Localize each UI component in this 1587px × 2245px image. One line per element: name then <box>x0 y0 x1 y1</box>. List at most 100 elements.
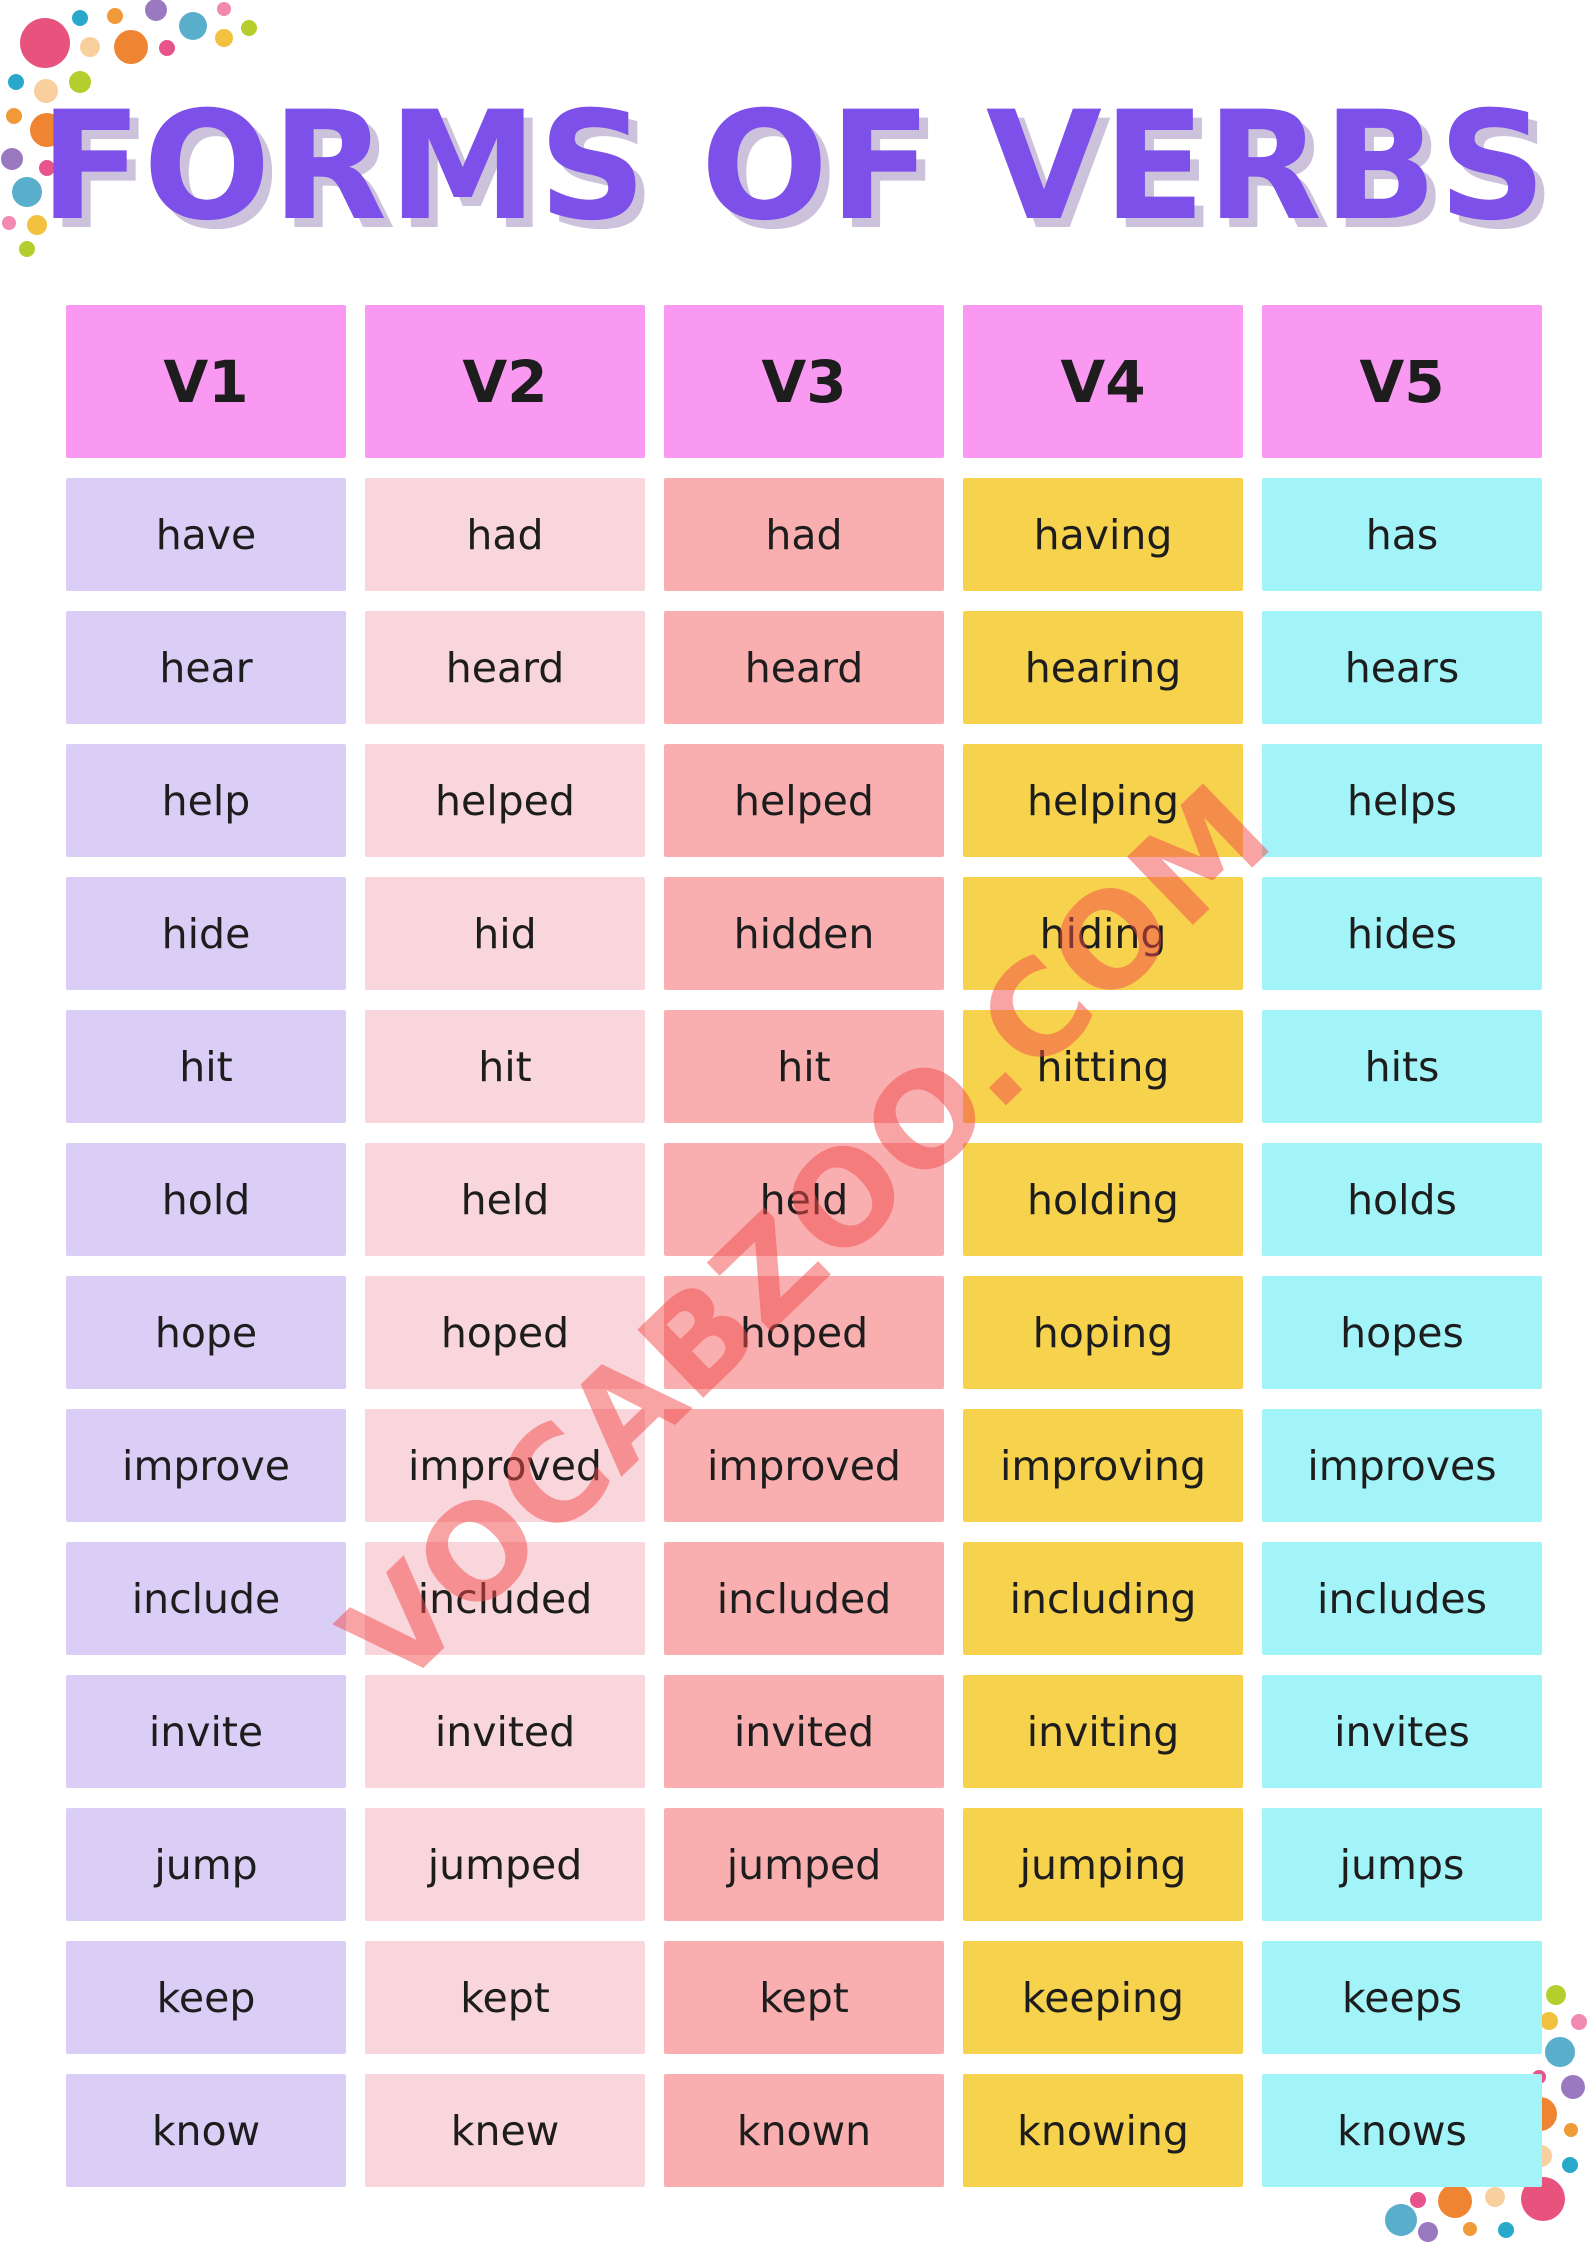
decorative-dot <box>1463 2222 1477 2236</box>
verb-cell-v5-row8: improves <box>1262 1409 1542 1522</box>
decorative-dot <box>217 2 231 16</box>
verb-cell-v4-row10: inviting <box>963 1675 1243 1788</box>
verb-cell-v5-row11: jumps <box>1262 1808 1542 1921</box>
verb-cell-v3-row2: heard <box>664 611 944 724</box>
verb-cell-v2-row11: jumped <box>365 1808 645 1921</box>
verb-cell-v2-row2: heard <box>365 611 645 724</box>
header-cell-v4: V4 <box>963 305 1243 458</box>
verb-cell-v4-row7: hoping <box>963 1276 1243 1389</box>
verb-cell-v3-row1: had <box>664 478 944 591</box>
header-cell-v2: V2 <box>365 305 645 458</box>
decorative-dot <box>1571 2014 1587 2030</box>
verb-cell-v1-row2: hear <box>66 611 346 724</box>
verb-cell-v2-row7: hoped <box>365 1276 645 1389</box>
verb-cell-v5-row3: helps <box>1262 744 1542 857</box>
verb-cell-v3-row3: helped <box>664 744 944 857</box>
decorative-dot <box>6 108 22 124</box>
verb-cell-v1-row4: hide <box>66 877 346 990</box>
verb-cell-v4-row8: improving <box>963 1409 1243 1522</box>
verb-cell-v3-row4: hidden <box>664 877 944 990</box>
verb-cell-v4-row12: keeping <box>963 1941 1243 2054</box>
verb-cell-v3-row13: known <box>664 2074 944 2187</box>
decorative-dot <box>34 79 58 103</box>
verb-cell-v3-row11: jumped <box>664 1808 944 1921</box>
verb-cell-v2-row9: included <box>365 1542 645 1655</box>
verb-cell-v1-row12: keep <box>66 1941 346 2054</box>
header-cell-v3: V3 <box>664 305 944 458</box>
decorative-dot <box>1410 2192 1426 2208</box>
page-title: FORMS OF VERBS <box>39 80 1548 254</box>
verb-cell-v5-row12: keeps <box>1262 1941 1542 2054</box>
decorative-dot <box>69 71 91 93</box>
verb-cell-v1-row10: invite <box>66 1675 346 1788</box>
verb-cell-v5-row6: holds <box>1262 1143 1542 1256</box>
verb-cell-v2-row4: hid <box>365 877 645 990</box>
verb-cell-v2-row8: improved <box>365 1409 645 1522</box>
decorative-dot <box>1546 1985 1566 2005</box>
decorative-dot <box>12 177 42 207</box>
verb-cell-v1-row1: have <box>66 478 346 591</box>
verb-cell-v4-row2: hearing <box>963 611 1243 724</box>
verb-cell-v1-row13: know <box>66 2074 346 2187</box>
verb-cell-v2-row10: invited <box>365 1675 645 1788</box>
verb-cell-v1-row6: hold <box>66 1143 346 1256</box>
decorative-dot <box>20 18 70 68</box>
verb-cell-v3-row10: invited <box>664 1675 944 1788</box>
decorative-dot <box>27 215 47 235</box>
verb-cell-v5-row13: knows <box>1262 2074 1542 2187</box>
decorative-dot <box>107 8 123 24</box>
decorative-dot <box>1562 2157 1578 2173</box>
decorative-dot <box>114 30 148 64</box>
verb-cell-v3-row8: improved <box>664 1409 944 1522</box>
header-cell-v5: V5 <box>1262 305 1542 458</box>
decorative-dot <box>145 0 167 21</box>
decorative-dot <box>1498 2222 1514 2238</box>
verb-cell-v3-row5: hit <box>664 1010 944 1123</box>
decorative-dot <box>1540 2012 1558 2030</box>
decorative-dot <box>19 241 35 257</box>
decorative-dot <box>1485 2187 1505 2207</box>
header-cell-v1: V1 <box>66 305 346 458</box>
verb-cell-v5-row10: invites <box>1262 1675 1542 1788</box>
decorative-dot <box>1 148 23 170</box>
verb-cell-v5-row4: hides <box>1262 877 1542 990</box>
verb-cell-v4-row1: having <box>963 478 1243 591</box>
decorative-dot <box>1561 2075 1585 2099</box>
verb-cell-v1-row9: include <box>66 1542 346 1655</box>
decorative-dot <box>8 74 24 90</box>
verb-cell-v4-row5: hitting <box>963 1010 1243 1123</box>
verb-cell-v4-row9: including <box>963 1542 1243 1655</box>
verb-cell-v2-row12: kept <box>365 1941 645 2054</box>
decorative-dot <box>179 12 207 40</box>
verb-cell-v3-row7: hoped <box>664 1276 944 1389</box>
decorative-dot <box>2 216 16 230</box>
verb-cell-v3-row6: held <box>664 1143 944 1256</box>
verb-cell-v5-row7: hopes <box>1262 1276 1542 1389</box>
verb-cell-v1-row8: improve <box>66 1409 346 1522</box>
decorative-dot <box>80 37 100 57</box>
verb-cell-v4-row3: helping <box>963 744 1243 857</box>
verb-cell-v5-row5: hits <box>1262 1010 1542 1123</box>
verb-cell-v5-row9: includes <box>1262 1542 1542 1655</box>
decorative-dot <box>1545 2037 1575 2067</box>
decorative-dot <box>39 160 55 176</box>
verb-forms-table: V1 V2 V3 V4 V5 have had had having has hear heard he… <box>66 305 1542 2187</box>
verb-cell-v1-row7: hope <box>66 1276 346 1389</box>
verb-cell-v1-row11: jump <box>66 1808 346 1921</box>
decorative-dot <box>1418 2222 1438 2242</box>
verb-cell-v3-row12: kept <box>664 1941 944 2054</box>
verb-cell-v2-row5: hit <box>365 1010 645 1123</box>
verb-cell-v2-row3: helped <box>365 744 645 857</box>
verb-cell-v2-row6: held <box>365 1143 645 1256</box>
verb-cell-v2-row1: had <box>365 478 645 591</box>
decorative-dot <box>241 20 257 36</box>
decorative-dot <box>1385 2204 1417 2236</box>
verb-cell-v3-row9: included <box>664 1542 944 1655</box>
decorative-dot <box>1438 2184 1472 2218</box>
verb-cell-v5-row2: hears <box>1262 611 1542 724</box>
decorative-dot <box>72 10 88 26</box>
decorative-dot <box>1564 2123 1578 2137</box>
decorative-dot <box>159 40 175 56</box>
decorative-dot <box>30 113 64 147</box>
decorative-dot <box>215 29 233 47</box>
